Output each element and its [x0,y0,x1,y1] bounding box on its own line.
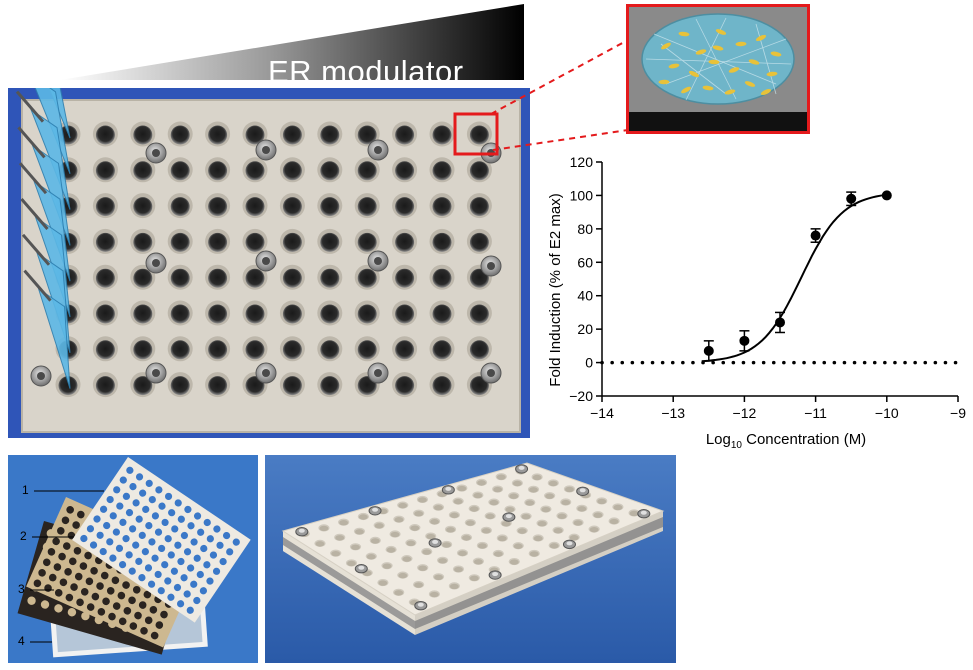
layer-label-3: 3 [18,582,25,596]
data-point [846,193,857,204]
data-point [881,190,892,201]
plate-photo [8,88,530,438]
y-tick-label: −20 [569,388,593,404]
fit-curve [701,193,887,363]
plate-layers-photo [8,455,258,663]
assembled-plate-photo [265,455,676,663]
y-tick-label: 20 [577,321,593,337]
y-axis-title-group: Fold Induction (% of E2 max) [547,193,564,386]
y-tick-label: 40 [577,288,593,304]
layer-label-2: 2 [20,529,27,543]
dose-response-chart: Fold Induction (% of E2 max) −20 0 20 40 60 8… [547,154,966,450]
layer-1-plate [72,457,251,623]
x-tick-label: −13 [661,405,685,421]
x-tick-label: −11 [804,405,827,421]
x-tick-label: −14 [590,405,614,421]
x-tick-label: −10 [875,405,899,421]
layer-label-1: 1 [22,483,29,497]
layer-label-4: 4 [18,634,25,648]
y-tick-label: 60 [577,254,593,270]
cell-dish-inset [626,4,810,134]
data-point [775,317,785,328]
y-tick-label: 0 [585,355,593,371]
y-tick-label: 80 [577,221,593,237]
x-tick-label: −12 [733,405,757,421]
y-axis-title: Fold Induction (% of E2 max) [547,193,564,386]
data-point [739,335,750,346]
data-point [703,345,714,356]
x-tick-label: −9 [950,405,966,421]
x-axis-title: Log10 Concentration (M) [706,431,866,450]
cell-dish-icon [641,13,795,105]
pipette-tips-icon [37,287,71,389]
er-modulator-gradient [60,4,524,80]
data-point [810,230,821,241]
y-tick-label: 100 [570,187,594,203]
y-tick-label: 120 [570,154,594,170]
er-modulator-label: ER modulator [268,54,464,89]
